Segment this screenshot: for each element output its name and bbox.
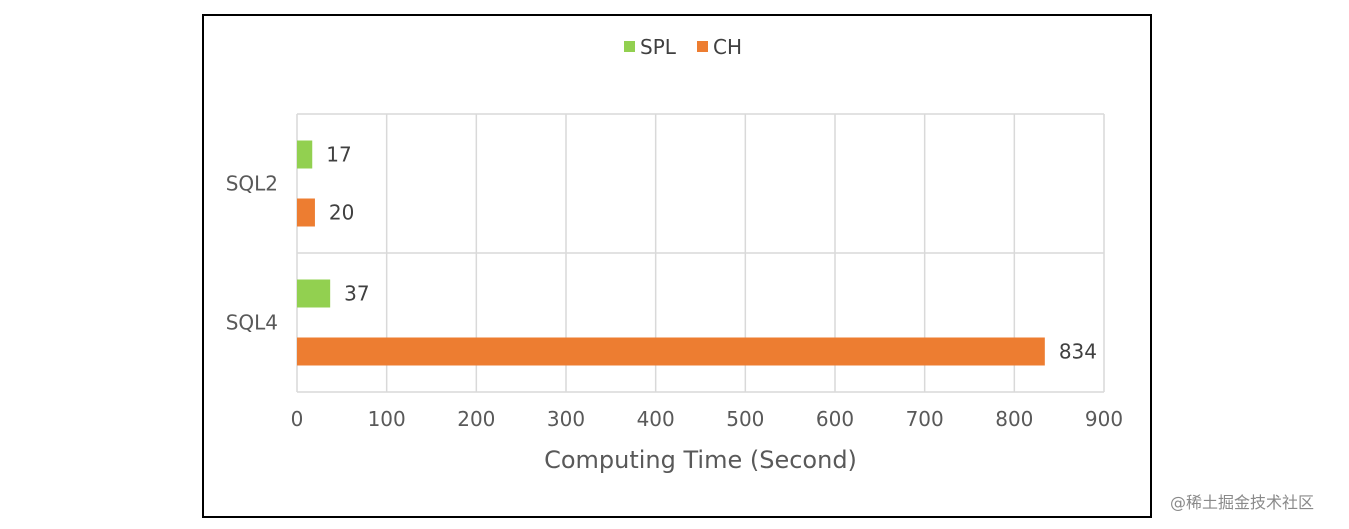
data-label-sql2-spl: 17 xyxy=(326,143,351,167)
x-tick-label-300: 300 xyxy=(547,407,585,431)
x-tick-label-900: 900 xyxy=(1085,407,1123,431)
data-label-sql2-ch: 20 xyxy=(329,201,354,225)
x-tick-label-100: 100 xyxy=(368,407,406,431)
x-tick-label-200: 200 xyxy=(457,407,495,431)
data-label-sql4-ch: 834 xyxy=(1059,340,1097,364)
bar-sql4-ch xyxy=(297,337,1045,366)
chart-frame: 17 20 SQL2 37 834 SQL4 0 100 200 300 400 500 600 700 8… xyxy=(202,14,1152,518)
x-tick-label-700: 700 xyxy=(906,407,944,431)
x-tick-label-400: 400 xyxy=(637,407,675,431)
bar-sql2-spl xyxy=(297,140,313,169)
data-label-sql4-spl: 37 xyxy=(344,282,369,306)
x-tick-label-500: 500 xyxy=(726,407,764,431)
legend-swatch-spl xyxy=(624,41,635,52)
category-label-sql4: SQL4 xyxy=(226,311,278,335)
x-tick-label-0: 0 xyxy=(291,407,304,431)
x-axis-title: Computing Time (Second) xyxy=(544,446,857,474)
legend-label-spl: SPL xyxy=(640,35,677,59)
legend-swatch-ch xyxy=(697,41,708,52)
legend-label-ch: CH xyxy=(713,35,742,59)
category-label-sql2: SQL2 xyxy=(226,172,278,196)
bar-chart: 17 20 SQL2 37 834 SQL4 0 100 200 300 400 500 600 700 8… xyxy=(226,35,1123,474)
x-tick-label-600: 600 xyxy=(816,407,854,431)
bar-sql2-ch xyxy=(297,198,315,227)
x-tick-label-800: 800 xyxy=(995,407,1033,431)
bar-sql4-spl xyxy=(297,279,331,308)
watermark: @稀土掘金技术社区 xyxy=(1170,493,1315,512)
